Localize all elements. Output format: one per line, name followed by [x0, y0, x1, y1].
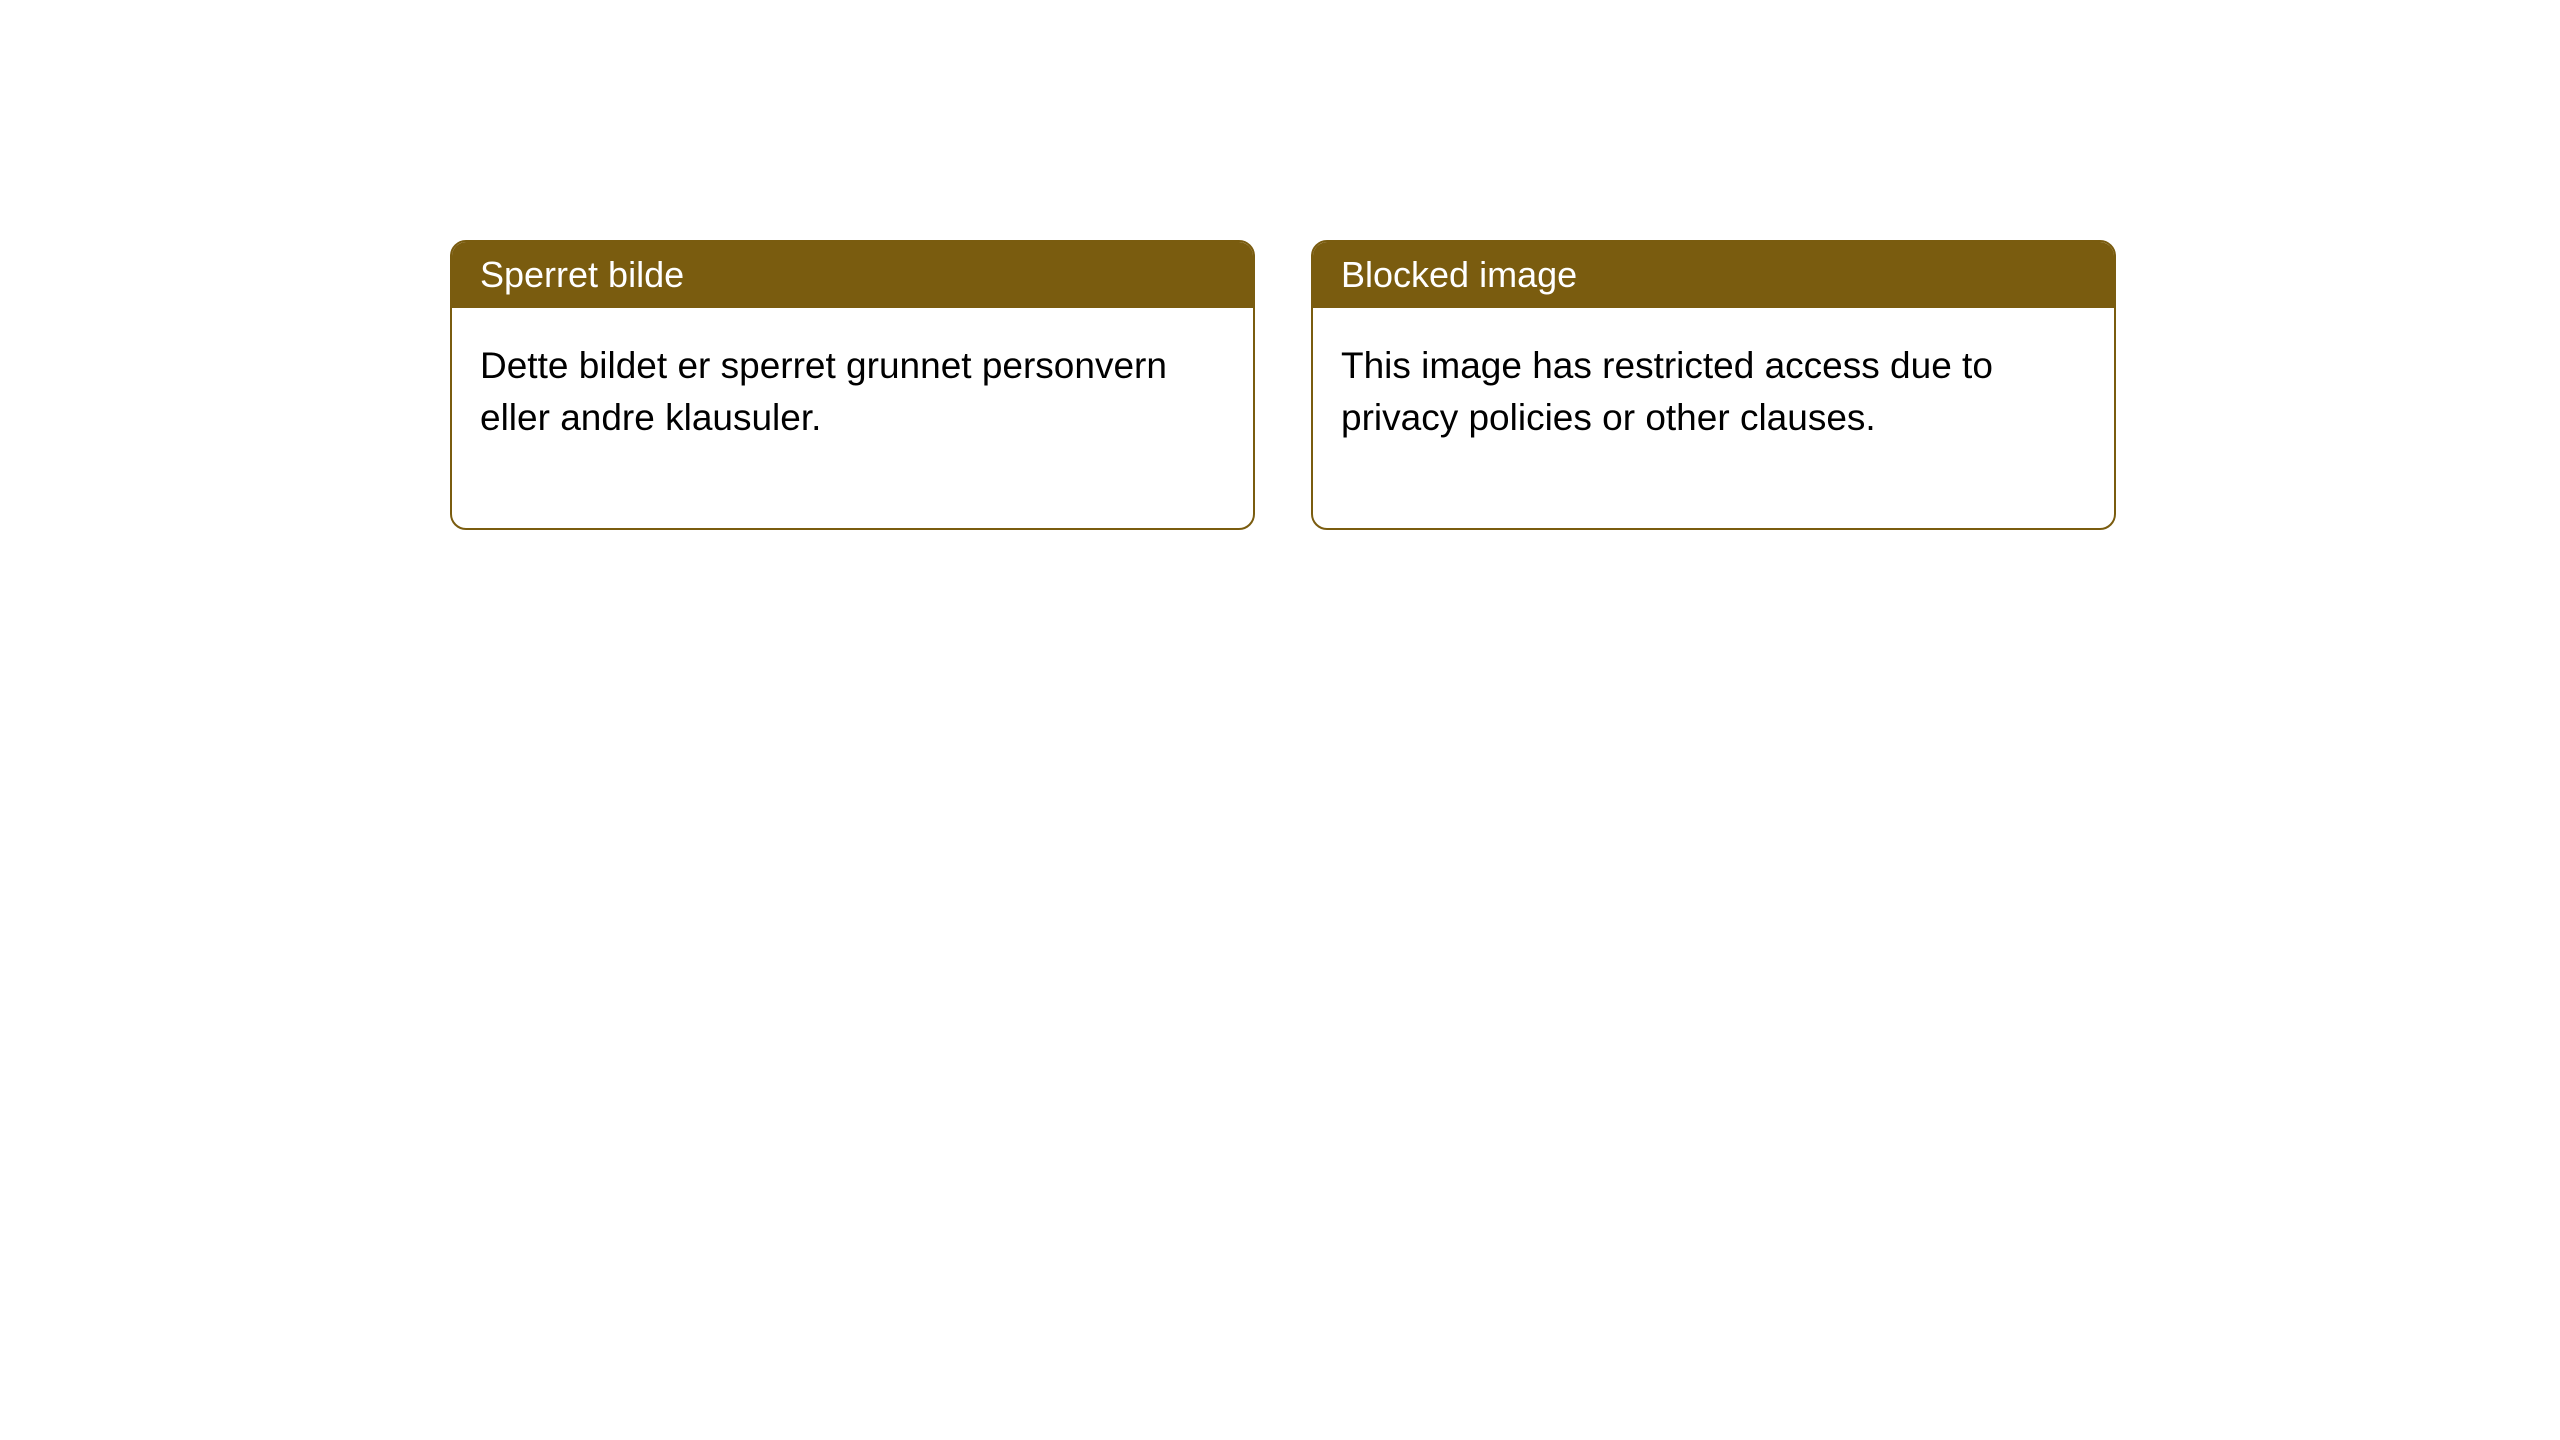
- card-header-english: Blocked image: [1313, 242, 2114, 308]
- card-body-text: Dette bildet er sperret grunnet personve…: [480, 345, 1167, 438]
- blocked-image-card-english: Blocked image This image has restricted …: [1311, 240, 2116, 530]
- card-title: Sperret bilde: [480, 254, 684, 295]
- card-body-norwegian: Dette bildet er sperret grunnet personve…: [452, 308, 1253, 528]
- blocked-image-notices-container: Sperret bilde Dette bildet er sperret gr…: [0, 0, 2560, 530]
- card-header-norwegian: Sperret bilde: [452, 242, 1253, 308]
- card-title: Blocked image: [1341, 254, 1577, 295]
- blocked-image-card-norwegian: Sperret bilde Dette bildet er sperret gr…: [450, 240, 1255, 530]
- card-body-english: This image has restricted access due to …: [1313, 308, 2114, 528]
- card-body-text: This image has restricted access due to …: [1341, 345, 1993, 438]
